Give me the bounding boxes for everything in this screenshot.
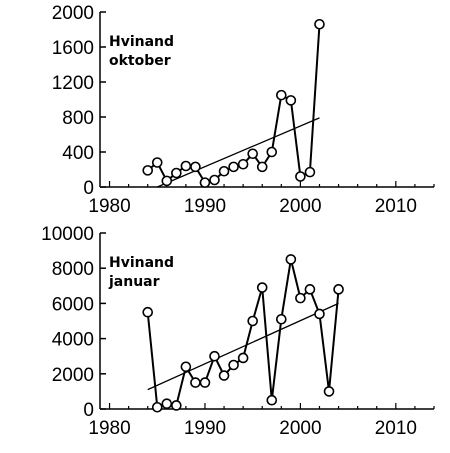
y-tick-label: 2000: [52, 3, 94, 24]
data-point: [256, 161, 268, 173]
data-point: [247, 315, 258, 327]
data-point: [228, 359, 239, 371]
x-tick-label: 1980: [88, 418, 130, 439]
data-point: [142, 306, 154, 318]
y-tick-label: 0: [83, 178, 94, 199]
y-tick-label: 2000: [52, 365, 94, 386]
data-point: [171, 400, 182, 411]
x-tick-label: 2010: [375, 418, 417, 439]
data-point: [142, 165, 154, 176]
y-tick-label: 1200: [52, 73, 94, 94]
x-tick-label: 1990: [184, 418, 226, 439]
panel-title-line: Hvinand: [109, 34, 174, 50]
data-point: [228, 161, 239, 173]
data-point: [218, 165, 230, 177]
y-tick-label: 0: [83, 400, 94, 421]
data-point: [161, 175, 173, 187]
series-line: [146, 259, 340, 409]
y-tick-label: 4000: [52, 330, 94, 351]
data-point: [314, 18, 325, 30]
trend-line: [157, 117, 320, 188]
data-point: [295, 171, 306, 182]
data-point: [304, 284, 316, 295]
x-tick-label: 2000: [279, 418, 321, 439]
panel-title-line: Hvinand: [109, 255, 174, 271]
y-tick-label: 400: [62, 143, 94, 164]
data-point: [190, 377, 201, 388]
data-point: [285, 95, 297, 106]
data-point: [171, 167, 182, 179]
data-point: [266, 146, 278, 158]
data-point: [237, 352, 249, 364]
x-tick-label: 1980: [88, 196, 130, 217]
panel-title-line: januar: [108, 274, 160, 290]
data-point: [218, 370, 230, 381]
data-point: [314, 308, 325, 320]
y-tick-label: 8000: [52, 259, 94, 280]
data-point: [151, 157, 163, 168]
x-tick-label: 2000: [279, 196, 321, 217]
data-point: [247, 148, 258, 160]
data-point: [209, 174, 220, 186]
data-point: [285, 254, 297, 265]
data-point: [333, 284, 344, 295]
data-point: [276, 313, 287, 325]
data-point: [237, 158, 249, 170]
data-point: [199, 177, 211, 188]
x-tick-label: 1990: [184, 196, 226, 217]
chart-panel-2: 0 2000 4000 6000 8000 10000 1980 1990 2000 2010 Hv…: [41, 224, 435, 439]
y-tick-label: 1600: [52, 38, 94, 59]
data-point: [199, 377, 211, 388]
data-point: [323, 386, 335, 397]
data-point: [256, 282, 268, 293]
data-point: [190, 161, 201, 173]
panel-title-line: oktober: [109, 53, 171, 69]
data-point: [304, 166, 316, 178]
trend-line: [147, 302, 339, 391]
chart-panel-1: 0 400 800 1200 1600 2000 1980 1990 2000 2010 Hvina…: [52, 3, 435, 217]
data-point: [180, 361, 192, 373]
y-tick-label: 800: [62, 108, 94, 129]
y-tick-label: 10000: [41, 224, 94, 245]
x-tick-label: 2010: [375, 196, 417, 217]
data-point: [276, 89, 287, 101]
data-point: [161, 398, 173, 410]
data-point: [295, 292, 306, 304]
data-point: [151, 401, 163, 413]
data-point: [209, 350, 220, 362]
data-point: [180, 160, 192, 172]
y-tick-label: 6000: [52, 294, 94, 315]
data-point: [266, 394, 278, 406]
